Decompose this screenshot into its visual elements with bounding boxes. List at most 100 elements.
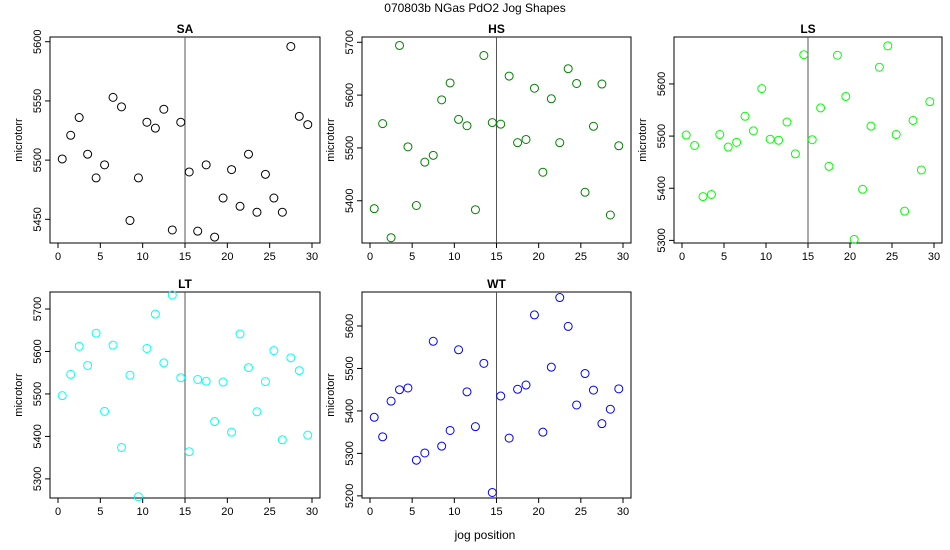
data-point (740, 111, 750, 121)
panel-title: WT (487, 277, 506, 291)
data-point (900, 206, 910, 216)
data-point (167, 290, 177, 300)
data-point (176, 373, 186, 383)
x-tick-label: 15 (179, 251, 191, 263)
figure-x-axis-label: jog position (454, 528, 516, 542)
data-point (294, 366, 304, 376)
data-point (277, 207, 287, 217)
data-point (411, 200, 421, 210)
data-point (555, 138, 565, 148)
data-point (83, 360, 93, 370)
data-point (454, 345, 464, 355)
data-point (91, 328, 101, 338)
data-point (479, 358, 489, 368)
data-point (269, 346, 279, 356)
x-tick-label: 30 (928, 251, 940, 263)
data-point (496, 119, 506, 129)
x-tick-label: 30 (617, 506, 629, 518)
data-point (108, 340, 118, 350)
data-point (386, 233, 396, 243)
data-point (521, 134, 531, 144)
data-point (782, 117, 792, 127)
data-point (521, 380, 531, 390)
x-tick-label: 5 (409, 506, 415, 518)
data-point (133, 173, 143, 183)
y-tick-label: 5200 (344, 484, 356, 508)
data-point (715, 130, 725, 140)
data-point (572, 78, 582, 88)
y-tick-label: 5600 (344, 314, 356, 338)
data-point (57, 391, 67, 401)
data-point (698, 192, 708, 202)
data-point (732, 137, 742, 147)
data-point (117, 442, 126, 452)
y-tick-label: 5500 (344, 356, 356, 380)
y-tick-label: 5450 (32, 207, 44, 231)
panel-ls: LS 0 5 10 15 20 25 30 5300 5400 5500 5600 microtorr (637, 22, 943, 263)
y-tick-label: 5400 (656, 176, 668, 200)
y-tick-label: 5550 (32, 89, 44, 113)
data-point (546, 362, 556, 372)
data-point (816, 103, 826, 113)
data-point (420, 157, 430, 167)
data-point (614, 384, 624, 394)
data-point (437, 95, 447, 105)
data-point (748, 126, 758, 136)
data-point (142, 117, 152, 127)
panel-lt: LT 0 5 10 15 20 25 30 5300 5400 5500 5600 5700 microt… (13, 277, 321, 518)
x-tick-label: 25 (886, 251, 898, 263)
data-point (555, 293, 565, 303)
data-point (142, 343, 152, 353)
data-point (244, 149, 253, 159)
x-tick-label: 30 (306, 506, 318, 518)
figure-title: 070803b NGas PdO2 Jog Shapes (384, 1, 566, 15)
data-point (774, 135, 784, 145)
x-tick-label: 10 (448, 506, 460, 518)
data-point (437, 441, 447, 451)
x-tick-label: 10 (448, 251, 460, 263)
y-tick-label: 5700 (344, 30, 356, 54)
data-point (496, 391, 506, 401)
data-point (227, 427, 237, 437)
data-point (690, 140, 700, 150)
data-point (193, 374, 203, 384)
panel-sa: SA 0 5 10 15 20 25 30 5450 5500 5550 5600 microtorr (13, 22, 321, 263)
y-tick-label: 5600 (656, 72, 668, 96)
data-point (108, 92, 118, 102)
data-point (597, 79, 607, 89)
data-point (66, 130, 76, 140)
y-axis-label: microtorr (13, 373, 25, 417)
data-point (824, 161, 834, 171)
data-point (150, 123, 160, 133)
data-point (235, 329, 245, 339)
data-point (588, 385, 598, 395)
data-point (513, 384, 523, 394)
x-tick-label: 0 (367, 251, 373, 263)
y-tick-label: 5600 (32, 339, 44, 363)
data-point (866, 121, 876, 131)
data-point (176, 117, 186, 127)
x-tick-label: 15 (179, 506, 191, 518)
data-point (580, 187, 590, 197)
data-point (580, 369, 590, 379)
data-point (597, 419, 607, 429)
x-tick-label: 15 (802, 251, 814, 263)
data-point (411, 455, 421, 465)
data-point (125, 370, 135, 380)
data-point (462, 121, 472, 131)
data-point (487, 118, 497, 128)
data-point (74, 113, 84, 123)
data-point (790, 149, 800, 159)
panel-title: LS (800, 22, 815, 36)
data-point (504, 433, 514, 443)
data-point (487, 487, 497, 497)
data-point (605, 404, 615, 414)
data-point (445, 425, 455, 435)
data-point (462, 387, 472, 397)
x-tick-label: 5 (721, 251, 727, 263)
x-tick-label: 5 (97, 506, 103, 518)
data-point (125, 216, 135, 226)
data-point (420, 448, 430, 458)
x-tick-label: 5 (409, 251, 415, 263)
data-point (723, 142, 733, 152)
